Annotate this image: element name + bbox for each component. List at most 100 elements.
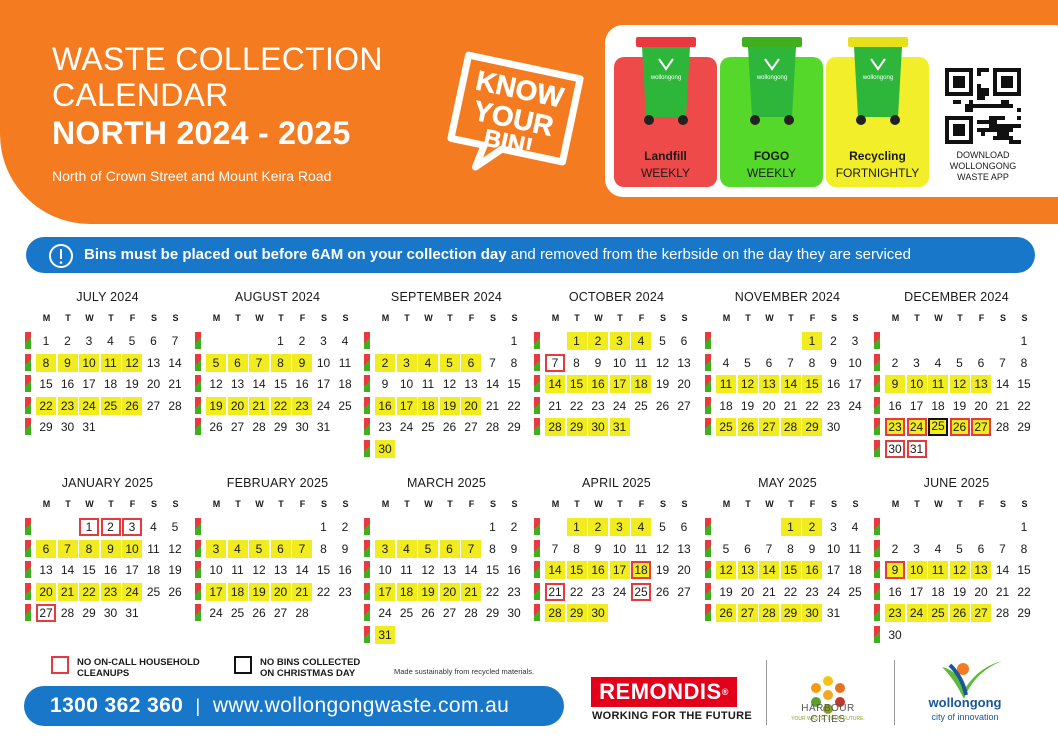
calendar-day: 17 [82,377,96,392]
weekday-label: M [551,499,560,509]
calendar-day: 11 [147,541,160,556]
month-name: JUNE 2025 [923,476,990,490]
calendar-day: 28 [464,606,478,621]
calendar-day: 21 [783,398,798,413]
bin-name-fogo: FOGO [753,149,790,163]
calendar-day: 20 [762,398,776,413]
calendar-day: 26 [122,396,142,415]
weekday-label: T [788,499,794,509]
bin-frequency-recycling: FORTNIGHTLY [835,166,920,180]
weekday-label: M [891,499,900,509]
calendar-day: 6 [680,334,688,348]
week-collection-marker [195,561,201,579]
week-collection-marker [364,353,370,371]
calendar-day: 29 [273,420,288,435]
calendar-day: 23 [338,584,352,599]
bin-card-fogo: wollongong FOGO WEEKLY [720,37,823,187]
calendar-day: 23 [57,396,78,415]
weekday-label: F [129,499,136,509]
weekday-label: S [659,499,666,509]
calendar-day: 24 [906,604,927,623]
week-collection-marker [534,353,540,371]
weekday-label: S [830,313,837,323]
calendar-day: 18 [418,396,438,415]
calendar-day: 16 [295,377,309,392]
week-collection-marker [25,604,31,622]
bin-card-recycling: wollongong Recycling FORTNIGHTLY [826,37,929,187]
sponsor-divider [766,660,767,725]
calendar-day: 17 [609,375,630,394]
calendar-day: 1 [489,520,496,534]
calendar-day: 8 [36,353,56,372]
calendar-day: 2 [375,353,395,372]
month-name: OCTOBER 2024 [568,290,665,304]
calendar-day: 26 [421,606,435,621]
calendar-day: 17 [375,582,395,601]
calendar-day: 31 [375,626,395,644]
calendar-day: 11 [634,541,648,556]
weekday-label: S [999,313,1006,323]
weekday-label: S [172,499,179,509]
weekday-label: W [255,313,264,323]
weekday-label: T [617,313,623,323]
calendar-day: 15 [566,561,587,580]
calendar-day: 2 [64,334,71,348]
phone-number[interactable]: 1300 362 360 [50,694,184,717]
landfill-bin-icon: wollongong [636,37,696,125]
calendar-day: 26 [949,418,970,437]
calendar-day: 15 [273,377,288,392]
calendar-day: 20 [974,584,988,599]
calendar-day: 1 [1020,334,1028,348]
week-collection-marker [874,332,880,349]
calendar-day: 27 [737,604,758,623]
calendar-day: 3 [913,541,920,556]
website-link[interactable]: www.wollongongwaste.com.au [212,694,510,717]
weekday-label: W [934,313,943,323]
calendar-day: 23 [885,604,905,623]
calendar-day: 31 [316,420,331,435]
calendar-day: 10 [612,355,627,370]
calendar-day: 30 [802,604,822,623]
calendar-day: 10 [79,353,99,372]
calendar-day: 28 [168,398,182,413]
weekday-label: T [108,313,114,323]
calendar-day: 14 [759,561,779,580]
calendar-day: 6 [977,355,985,370]
weekday-label: T [957,499,963,509]
calendar-day: 9 [830,355,837,370]
calendar-day: 25 [631,582,651,601]
week-collection-marker [364,418,370,436]
calendar-day: 7 [551,541,559,556]
weekday-label: S [1021,499,1028,509]
calendar-day: 27 [442,606,457,621]
calendar-day: 11 [421,377,435,392]
calendar-day: 15 [39,377,53,392]
calendar-day: 6 [680,520,688,534]
qr-code-icon[interactable] [945,68,1021,144]
weekday-label: T [404,313,410,323]
calendar-day: 13 [737,561,758,580]
calendar-day: 15 [316,563,331,578]
contact-text: 1300 362 360 | www.wollongongwaste.com.a… [50,694,509,718]
calendar-day: 1 [802,332,822,350]
week-collection-marker [25,418,31,436]
calendar-day: 19 [249,582,269,601]
calendar-day: 20 [227,396,248,415]
calendar-day: 13 [759,375,779,394]
calendar-day: 16 [802,561,822,580]
week-collection-marker [364,396,370,414]
calendar-day: 11 [928,561,948,580]
calendar-day: 24 [848,398,862,413]
calendar-day: 5 [418,539,438,558]
calendar-day: 20 [677,377,691,392]
harbour-cities-name: HARBOUR CITIES [801,703,855,725]
calendar-day: 31 [82,420,96,435]
calendar-day: 20 [270,582,291,601]
week-collection-marker [534,582,540,600]
calendar-day: 30 [103,606,118,621]
calendar-day: 12 [716,561,736,580]
calendar-day: 29 [485,606,500,621]
calendar-day: 30 [885,440,905,458]
calendar-day: 13 [230,377,245,392]
calendar-day: 21 [249,396,269,415]
